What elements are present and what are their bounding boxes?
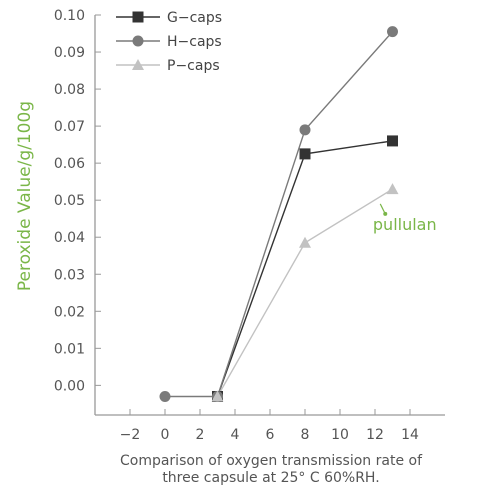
y-tick-label: 0.06 — [54, 156, 85, 172]
y-tick-label: 0.10 — [54, 8, 85, 24]
annotations: pullulan — [373, 203, 437, 234]
x-tick-label: −2 — [120, 427, 141, 443]
data-point-square — [299, 148, 311, 160]
x-tick-label: 8 — [301, 427, 310, 443]
annotation-label: pullulan — [373, 215, 437, 234]
data-point-circle — [159, 390, 171, 402]
y-tick-label: 0.05 — [54, 193, 85, 209]
legend-marker-square — [132, 11, 144, 23]
y-axis-label: Peroxide Value/g/100g — [15, 101, 35, 291]
data-point-triangle — [211, 390, 224, 402]
y-tick-label: 0.04 — [54, 230, 85, 246]
y-tick-label: 0.09 — [54, 45, 85, 61]
y-tick-label: 0.07 — [54, 119, 85, 135]
ticks: 0.00 0.01 0.02 0.03 0.04 0.05 0.06 0.07 0.08 0.09… — [54, 8, 419, 443]
x-tick-label: 2 — [196, 427, 205, 443]
legend-label: P−caps — [167, 58, 220, 74]
series-line-triangle — [216, 188, 393, 397]
data-point-circle — [387, 26, 398, 38]
legend-label: H−caps — [167, 34, 222, 50]
data-point-square — [387, 135, 398, 147]
x-tick-label: 4 — [231, 427, 240, 443]
y-tick-label: 0.01 — [54, 341, 85, 357]
series-line-square — [216, 140, 393, 397]
y-tick-label: 0.03 — [54, 267, 85, 283]
legend-label: G−caps — [167, 10, 222, 26]
data-point-triangle — [299, 236, 311, 248]
x-tick-label: 6 — [266, 427, 275, 443]
legend-marker-circle — [132, 35, 144, 47]
x-tick-label: 12 — [366, 427, 384, 443]
y-tick-label: 0.08 — [54, 82, 85, 98]
series-line-circle — [165, 31, 394, 398]
x-axis-label-line-2: three capsule at 25° C 60%RH. — [162, 470, 379, 486]
x-tick-label: 0 — [161, 427, 170, 443]
x-tick-label: 14 — [401, 427, 419, 443]
y-tick-label: 0.02 — [54, 304, 85, 320]
data-point-triangle — [386, 183, 399, 195]
legend-marker-triangle — [132, 59, 144, 70]
series — [159, 26, 399, 402]
y-tick-label: 0.00 — [54, 378, 85, 394]
x-tick-label: 10 — [331, 427, 349, 443]
x-axis-label-line-1: Comparison of oxygen transmission rate o… — [120, 453, 423, 469]
data-point-circle — [299, 124, 311, 136]
legend: G−caps H−caps P−caps — [116, 10, 222, 74]
annotation-pointer-dot — [383, 211, 388, 216]
